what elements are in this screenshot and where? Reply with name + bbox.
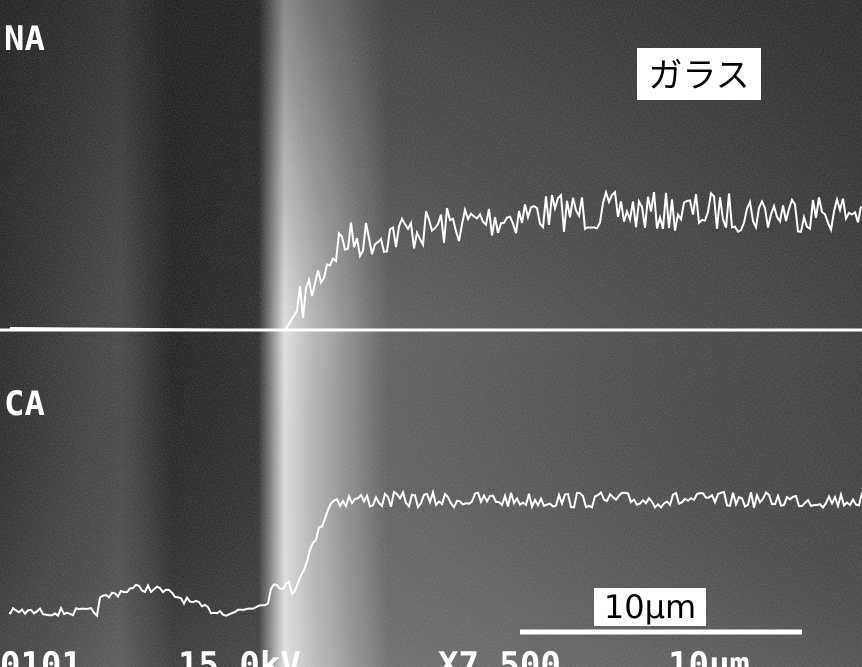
- micrograph: NA CA ガラス 10μm 0101 15.0kV X7,500 10μm: [0, 0, 862, 667]
- footer-scale: 10μm: [668, 645, 750, 667]
- region-label: ガラス: [648, 56, 749, 96]
- footer-voltage: 15.0kV: [178, 645, 301, 667]
- grain: [0, 0, 862, 667]
- upper-trace-label: NA: [4, 19, 45, 59]
- scale-label: 10μm: [604, 588, 696, 626]
- lower-trace-label: CA: [4, 384, 45, 424]
- footer-magnification: X7,500: [438, 645, 561, 667]
- footer-id: 0101: [0, 645, 82, 667]
